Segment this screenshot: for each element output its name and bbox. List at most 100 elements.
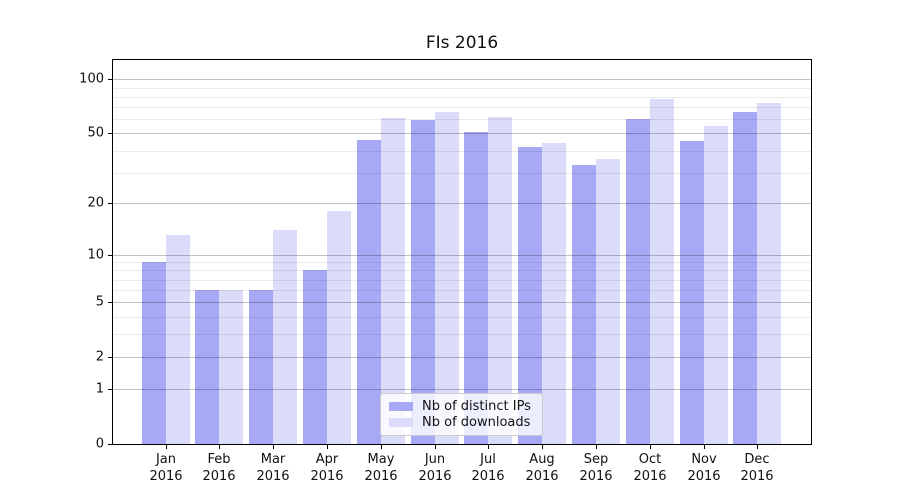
legend-item-downloads: Nb of downloads — [389, 415, 533, 431]
bar-distinct-ips-jun — [411, 120, 435, 444]
x-tick — [435, 445, 436, 449]
x-tick-label: Feb 2016 — [187, 451, 251, 485]
bar-distinct-ips-jul — [464, 132, 488, 444]
minor-gridline — [113, 88, 811, 89]
y-tick-label: 2 — [95, 349, 104, 365]
bar-distinct-ips-dec — [733, 112, 757, 444]
x-tick-year: 2016 — [202, 469, 236, 484]
y-tick — [108, 255, 112, 256]
x-tick-year: 2016 — [740, 469, 774, 484]
x-tick — [327, 445, 328, 449]
x-tick — [704, 445, 705, 449]
bar-distinct-ips-apr — [303, 270, 327, 444]
minor-gridline — [113, 107, 811, 108]
y-tick-label: 1 — [95, 381, 104, 397]
x-tick-label: Nov 2016 — [672, 451, 736, 485]
y-tick-label: 10 — [87, 247, 104, 263]
minor-gridline — [113, 119, 811, 120]
bar-downloads-sep — [596, 159, 620, 444]
x-tick-month: Apr — [315, 452, 339, 467]
x-tick-label: Oct 2016 — [618, 451, 682, 485]
x-tick-month: Dec — [744, 452, 770, 467]
y-tick — [108, 79, 112, 80]
x-tick-year: 2016 — [471, 469, 505, 484]
x-tick — [166, 445, 167, 449]
bar-distinct-ips-mar — [249, 290, 273, 444]
x-tick-label: Sep 2016 — [564, 451, 628, 485]
legend-label-distinct-ips: Nb of distinct IPs — [422, 398, 531, 414]
bar-downloads-may — [381, 118, 405, 444]
x-tick-month: Jul — [480, 452, 496, 467]
major-gridline — [113, 79, 811, 80]
y-tick — [108, 302, 112, 303]
x-tick-label: Mar 2016 — [241, 451, 305, 485]
x-tick-label: Apr 2016 — [295, 451, 359, 485]
y-tick — [108, 203, 112, 204]
x-tick — [381, 445, 382, 449]
x-tick-year: 2016 — [418, 469, 452, 484]
x-tick — [757, 445, 758, 449]
x-tick-year: 2016 — [310, 469, 344, 484]
x-tick-label: Jul 2016 — [456, 451, 520, 485]
x-tick-label: May 2016 — [349, 451, 413, 485]
legend-swatch-distinct-ips — [389, 401, 413, 411]
bar-distinct-ips-sep — [572, 165, 596, 444]
minor-gridline — [113, 97, 811, 98]
bar-downloads-jun — [435, 112, 459, 444]
y-tick-label: 50 — [87, 125, 104, 141]
bar-downloads-oct — [650, 99, 674, 444]
y-tick — [108, 357, 112, 358]
bar-distinct-ips-jan — [142, 262, 166, 444]
x-tick-label: Aug 2016 — [510, 451, 574, 485]
y-tick-label: 100 — [79, 71, 104, 87]
legend-label-downloads: Nb of downloads — [422, 415, 531, 431]
bar-distinct-ips-feb — [195, 290, 219, 444]
x-tick — [219, 445, 220, 449]
x-tick — [273, 445, 274, 449]
bar-distinct-ips-may — [357, 140, 381, 444]
bar-downloads-aug — [542, 143, 566, 444]
x-tick-month: Jun — [424, 452, 446, 467]
x-tick — [488, 445, 489, 449]
legend-item-distinct-ips: Nb of distinct IPs — [389, 398, 533, 414]
x-tick — [542, 445, 543, 449]
x-tick-label: Jun 2016 — [403, 451, 467, 485]
x-tick-month: Feb — [207, 452, 231, 467]
chart-title: FIs 2016 — [425, 33, 499, 53]
bar-downloads-feb — [219, 290, 243, 444]
y-tick — [108, 444, 112, 445]
y-tick-label: 20 — [87, 195, 104, 211]
x-tick — [650, 445, 651, 449]
x-tick — [596, 445, 597, 449]
x-tick-year: 2016 — [579, 469, 613, 484]
x-tick-month: Jan — [155, 452, 177, 467]
x-tick-year: 2016 — [149, 469, 183, 484]
legend: Nb of distinct IPs Nb of downloads — [380, 393, 543, 436]
x-tick-month: May — [367, 452, 395, 467]
x-tick-label: Dec 2016 — [725, 451, 789, 485]
y-tick — [108, 133, 112, 134]
y-tick-label: 0 — [95, 436, 104, 452]
bar-downloads-jul — [488, 117, 512, 444]
bar-downloads-apr — [327, 211, 351, 444]
x-tick-year: 2016 — [525, 469, 559, 484]
plot-area: Nb of distinct IPs Nb of downloads 0 1 2 5 1… — [79, 59, 812, 484]
x-tick-year: 2016 — [364, 469, 398, 484]
bar-downloads-dec — [757, 103, 781, 444]
x-tick-month: Aug — [529, 452, 555, 467]
bar-downloads-mar — [273, 230, 297, 444]
x-tick-year: 2016 — [633, 469, 667, 484]
x-tick-year: 2016 — [256, 469, 290, 484]
legend-swatch-downloads — [389, 418, 413, 428]
x-tick-month: Sep — [583, 452, 609, 467]
x-tick-month: Nov — [691, 452, 717, 467]
bar-distinct-ips-nov — [680, 141, 704, 444]
x-tick-month: Oct — [638, 452, 662, 467]
x-tick-month: Mar — [260, 452, 286, 467]
bar-downloads-jan — [166, 235, 190, 444]
x-tick-year: 2016 — [687, 469, 721, 484]
bar-downloads-nov — [704, 126, 728, 444]
x-tick-label: Jan 2016 — [134, 451, 198, 485]
y-tick — [108, 389, 112, 390]
